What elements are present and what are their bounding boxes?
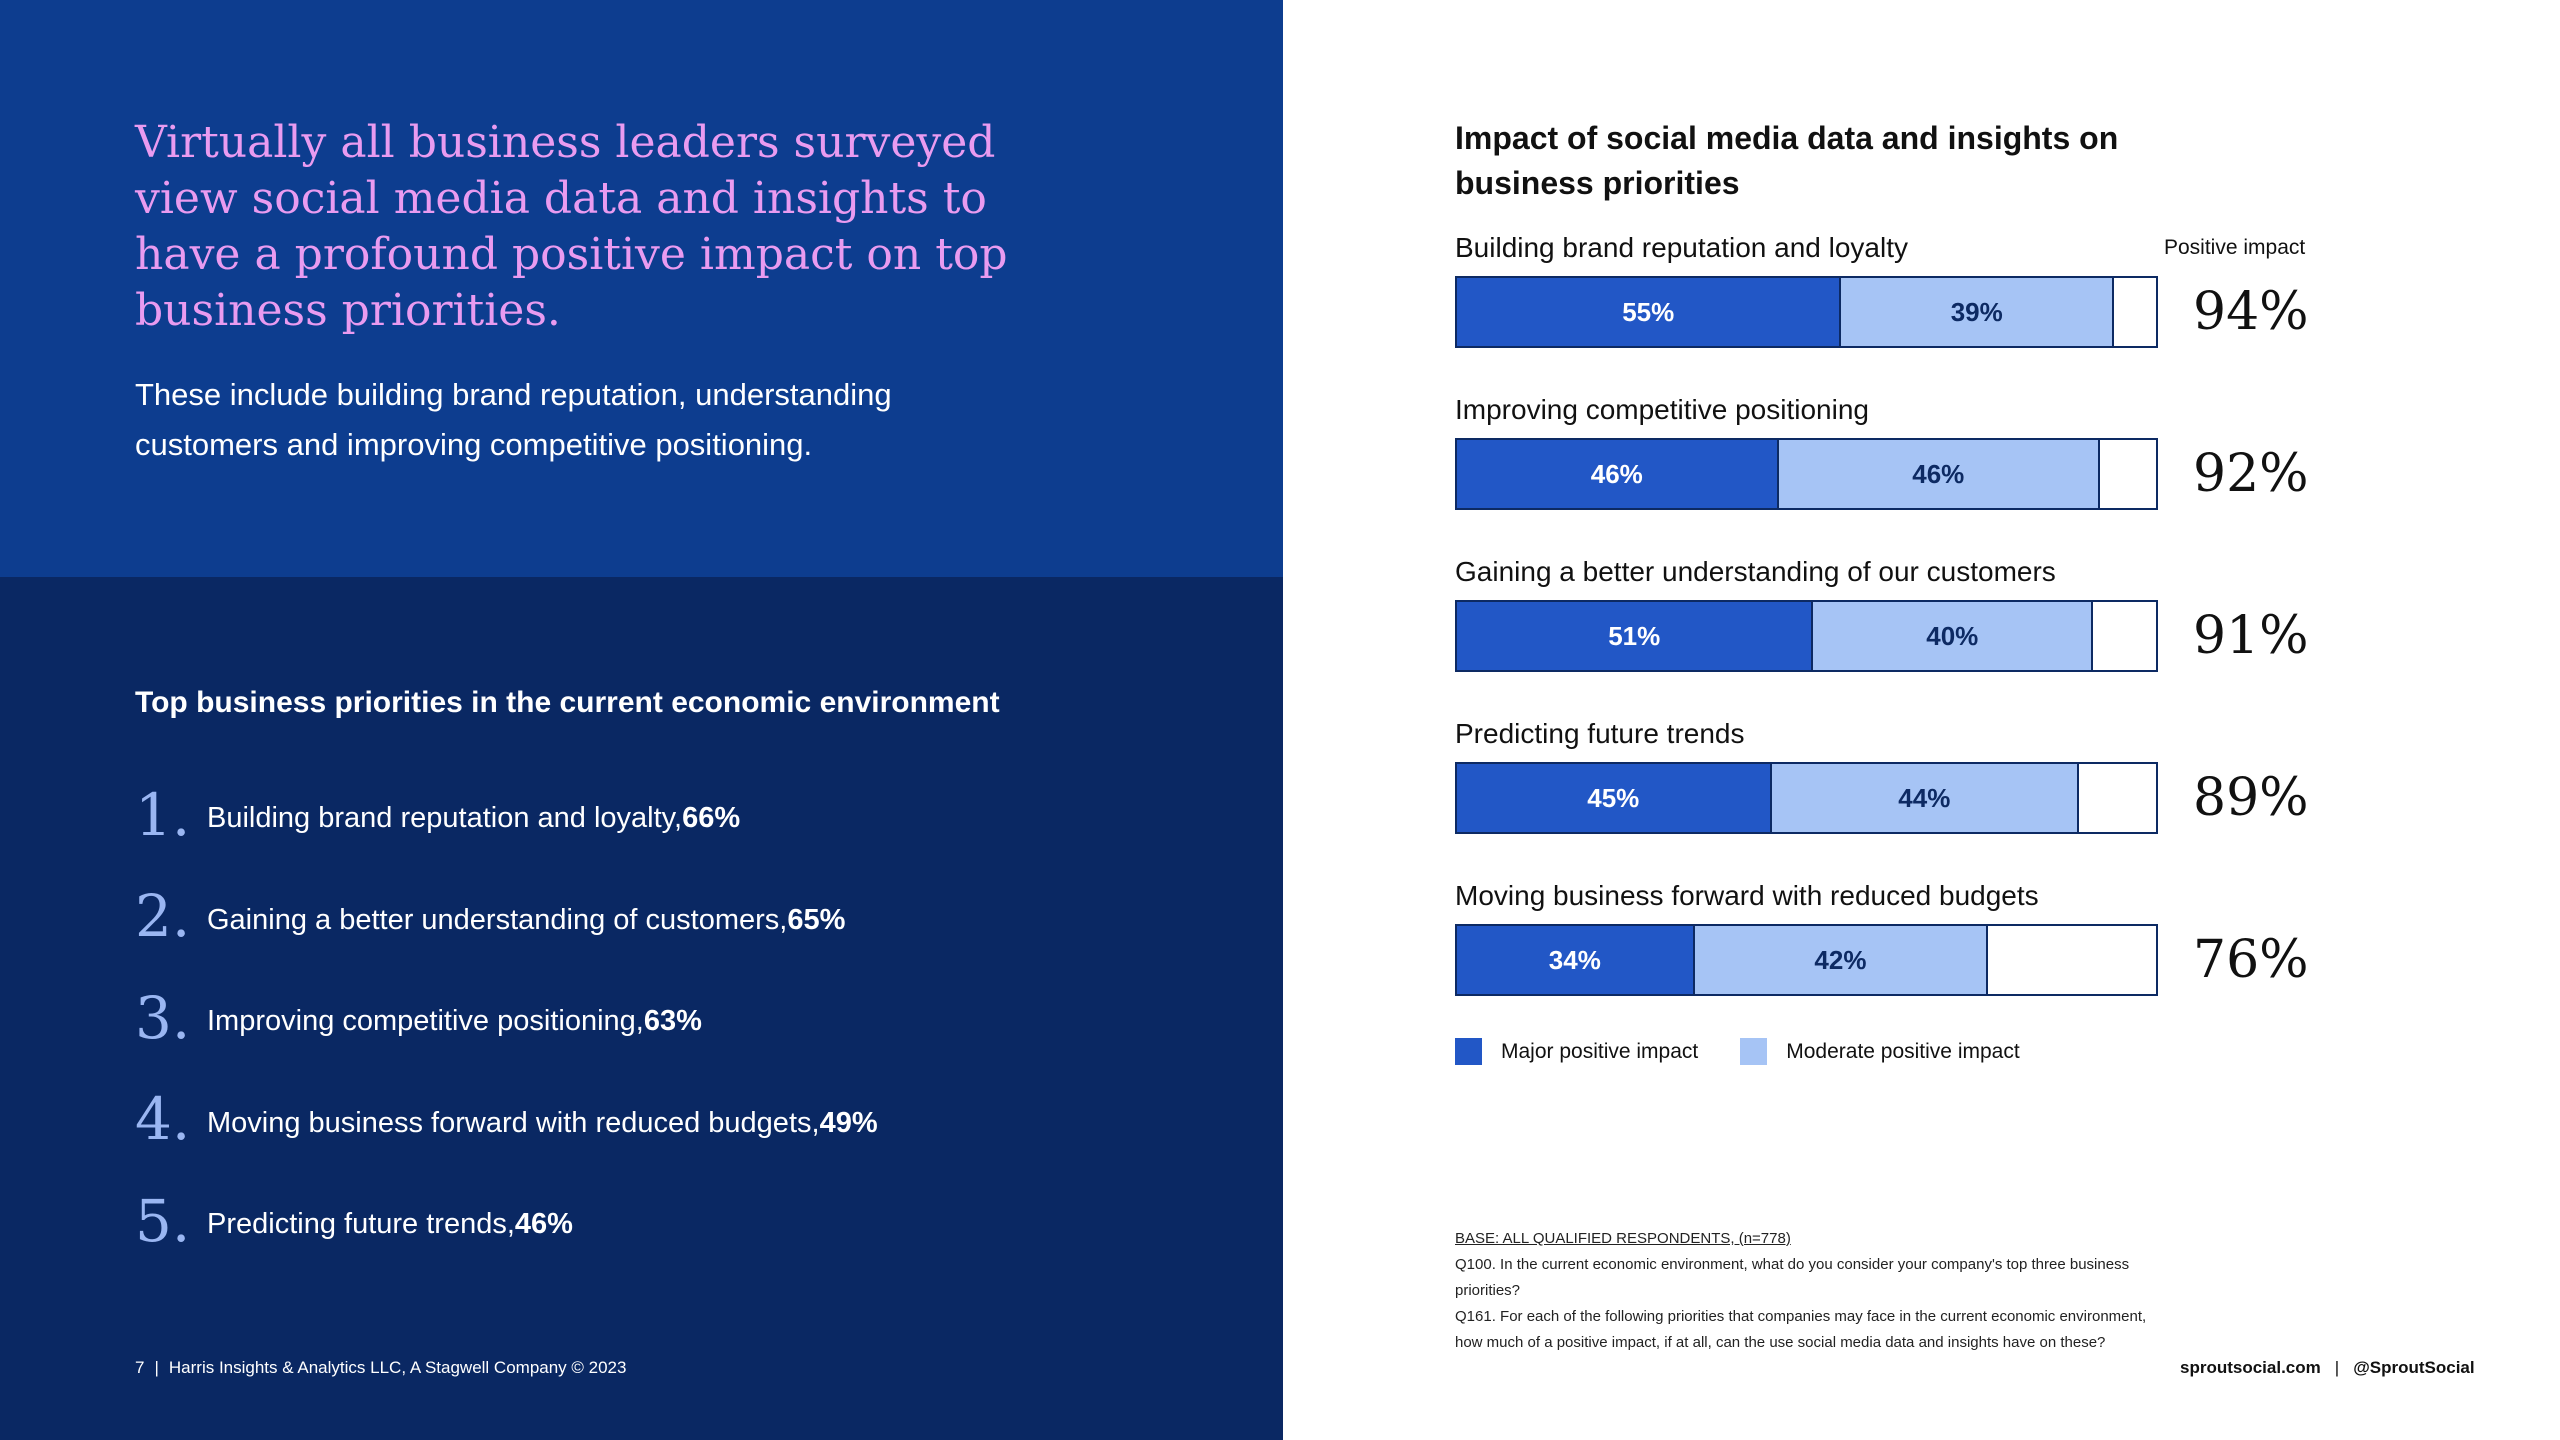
priorities-list: 1. Building brand reputation and loyalty… [135,768,1135,1276]
footer-right: sproutsocial.com | @SproutSocial [2180,1358,2475,1378]
chart-legend: Major positive impact Moderate positive … [1455,1038,2062,1065]
legend-label-major: Major positive impact [1501,1039,1699,1063]
footer-credit: Harris Insights & Analytics LLC, A Stagw… [168,1358,627,1377]
notes-q100: Q100. In the current economic environmen… [1455,1256,2130,1299]
notes-q161: Q161. For each of the following prioriti… [1455,1308,2147,1351]
notes-base: BASE: ALL QUALIFIED RESPONDENTS, (n=778) [1455,1230,1791,1247]
stacked-bar: 55% 39% [1455,276,2158,348]
chart-title: Impact of social media data and insights… [1455,120,2119,201]
chart-row: Predicting future trends 45% 44% 89% [1455,718,2455,878]
bar-segment-major: 34% [1457,926,1695,994]
bar-value-label: 42% [1814,944,1867,975]
bar-value-label: 40% [1926,620,1979,651]
priority-number: 4. [135,1085,191,1154]
positive-impact-total: 92% [2193,444,2309,504]
legend-label-moderate: Moderate positive impact [1786,1039,2020,1063]
footer-site: sproutsocial.com [2180,1358,2321,1377]
positive-impact-total: 91% [2193,606,2309,666]
chart-row: Building brand reputation and loyalty 55%… [1455,232,2455,392]
bar-value-label: 44% [1898,782,1951,813]
category-label: Building brand reputation and loyalty [1455,232,1908,263]
bar-segment-moderate: 40% [1813,602,2094,670]
bar-value-label: 46% [1912,458,1965,489]
chart-row: Improving competitive positioning 46% 46% 9… [1455,394,2455,554]
priorities-title: Top business priorities in the current e… [135,686,1000,719]
priority-text: Building brand reputation and loyalty, [207,802,683,835]
bar-segment-moderate: 39% [1841,278,2115,346]
bar-value-label: 34% [1548,944,1601,975]
bar-segment-major: 46% [1457,440,1779,508]
bar-value-label: 39% [1950,296,2003,327]
priority-text: Gaining a better understanding of custom… [207,903,788,936]
priority-percent: 49% [819,1106,878,1139]
priority-item: 2. Gaining a better understanding of cus… [135,870,1135,972]
priority-text: Predicting future trends, [207,1208,515,1241]
priority-text: Improving competitive positioning, [207,1005,644,1038]
bar-segment-major: 55% [1457,278,1842,346]
legend-item-moderate: Moderate positive impact [1740,1038,2020,1065]
positive-impact-label: Positive impact [2164,236,2306,259]
category-label: Gaining a better understanding of our cu… [1455,556,2056,587]
headline: Virtually all business leaders surveyed … [135,117,1008,336]
legend-swatch-major [1455,1038,1482,1065]
stacked-bar: 45% 44% [1455,762,2158,834]
bar-value-label: 51% [1608,620,1661,651]
priority-number: 1. [135,780,191,849]
bar-value-label: 45% [1587,782,1640,813]
priority-percent: 65% [787,903,846,936]
priority-number: 5. [135,1186,191,1255]
positive-impact-total: 76% [2193,930,2309,990]
priority-percent: 46% [514,1208,573,1241]
priority-item: 1. Building brand reputation and loyalty… [135,768,1135,870]
bar-segment-moderate: 44% [1771,764,2080,832]
bar-segment-major: 51% [1457,602,1814,670]
positive-impact-total: 94% [2193,282,2309,342]
right-panel [1283,0,2560,1440]
page-number: 7 [135,1358,145,1377]
footer-separator: | [154,1358,159,1377]
bar-segment-major: 45% [1457,764,1772,832]
bar-value-label: 46% [1590,458,1643,489]
bar-segment-moderate: 46% [1778,440,2101,508]
priority-item: 4. Moving business forward with reduced … [135,1073,1135,1175]
legend-item-major: Major positive impact [1455,1038,1698,1065]
left-bottom-panel [0,577,1283,1440]
priority-number: 3. [135,983,191,1052]
bar-value-label: 55% [1622,296,1675,327]
legend-swatch-moderate [1740,1038,1768,1065]
positive-impact-total: 89% [2193,768,2309,828]
footer-handle: @SproutSocial [2353,1358,2475,1377]
stacked-bar: 51% 40% [1455,600,2158,672]
category-label: Improving competitive positioning [1455,394,1869,425]
subhead: These include building brand reputation,… [135,377,892,462]
left-top-panel [0,0,1283,577]
priority-item: 3. Improving competitive positioning, 63… [135,971,1135,1073]
priority-percent: 66% [682,802,741,835]
footer-left: 7 | Harris Insights & Analytics LLC, A Sta… [135,1358,626,1378]
priority-text: Moving business forward with reduced bud… [207,1106,820,1139]
priority-number: 2. [135,882,191,951]
priority-percent: 63% [643,1005,702,1038]
chart-row: Moving business forward with reduced bud… [1455,880,2455,1040]
priority-item: 5. Predicting future trends, 46% [135,1174,1135,1276]
survey-notes: BASE: ALL QUALIFIED RESPONDENTS, (n=778)… [1455,1226,2155,1356]
chart-row: Gaining a better understanding of our cu… [1455,556,2455,716]
stacked-bar: 34% 42% [1455,924,2158,996]
bar-segment-moderate: 42% [1694,926,1989,994]
category-label: Moving business forward with reduced bud… [1455,880,2039,911]
category-label: Predicting future trends [1455,718,1745,749]
stacked-bar: 46% 46% [1455,438,2158,510]
footer-right-separator: | [2334,1358,2340,1377]
